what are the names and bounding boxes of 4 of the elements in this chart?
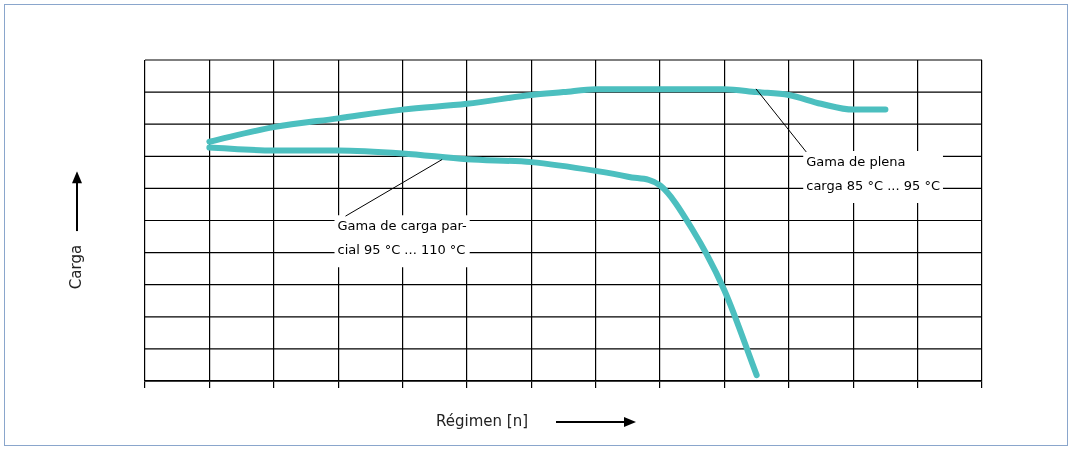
annotation: Gama de carga par- cial 95 °C ... 110 °C: [337, 218, 468, 258]
y-axis-title: Carga: [67, 244, 85, 290]
annotation: Gama de plena carga 85 °C ... 95 °C: [806, 153, 940, 193]
x-axis-title: Régimen [n]: [436, 412, 528, 430]
